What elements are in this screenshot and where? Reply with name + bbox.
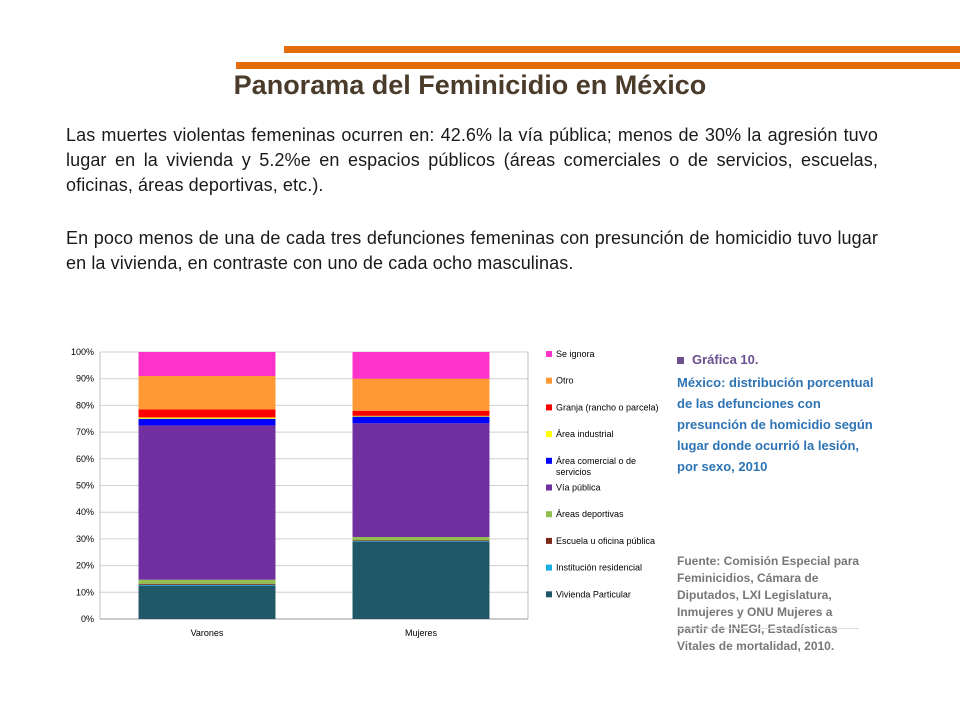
legend-swatch (546, 431, 552, 438)
bar-segment (138, 352, 276, 377)
legend-label: Otro (556, 376, 574, 386)
chart-bars (138, 352, 490, 619)
paragraph-violent-deaths: Las muertes violentas femeninas ocurren … (66, 125, 878, 195)
bar-segment (352, 416, 490, 424)
stacked-bar-chart: 0% 10% 20% 30% 40% 50% 60% 70% 80% 90% 100% Varone… (71, 347, 659, 638)
legend-swatch (546, 591, 552, 598)
y-tick-label: 80% (76, 400, 94, 410)
bar-segment (352, 352, 490, 379)
legend-label: Áreas deportivas (556, 509, 624, 519)
accent-line-top (284, 46, 960, 53)
bar-segment (352, 541, 490, 542)
legend-swatch (546, 484, 552, 491)
legend-label: Área industrial (556, 429, 614, 439)
page-title: Panorama del Feminicidio en México (233, 70, 707, 100)
legend-swatch (546, 564, 552, 571)
legend-swatch (546, 351, 552, 357)
legend-swatch (546, 404, 552, 411)
bar-segment (352, 423, 490, 538)
y-tick-label: 90% (76, 374, 94, 384)
y-tick-label: 70% (76, 427, 94, 437)
legend-label: Granja (rancho o parcela) (556, 402, 659, 412)
bar-segment (352, 378, 490, 411)
bar-segment (138, 583, 276, 585)
graphic-description: México: distribución porcentual de las d… (677, 375, 874, 474)
graphic-marker-icon (677, 357, 684, 365)
legend-label: Vivienda Particular (556, 589, 631, 599)
legend-label: Escuela u oficina pública (556, 536, 655, 546)
y-tick-label: 100% (71, 347, 94, 357)
y-tick-label: 20% (76, 561, 94, 571)
y-axis: 0% 10% 20% 30% 40% 50% 60% 70% 80% 90% 100% (71, 347, 94, 624)
x-category-label: Varones (191, 628, 224, 638)
y-tick-label: 0% (81, 614, 94, 624)
y-tick-label: 10% (76, 587, 94, 597)
bar-segment (138, 417, 276, 419)
y-tick-label: 60% (76, 454, 94, 464)
bar-segment (352, 537, 490, 541)
bar-segment (138, 409, 276, 418)
x-axis: Varones Mujeres (191, 628, 438, 638)
accent-line-bottom (236, 62, 960, 69)
bar-segment (352, 415, 490, 417)
bar-segment (138, 579, 276, 584)
bar-segment (138, 418, 276, 426)
source-note: Fuente: Comisión Especial para Feminicid… (677, 554, 860, 653)
y-tick-label: 30% (76, 534, 94, 544)
source-divider (677, 628, 859, 629)
legend-swatch (546, 511, 552, 518)
legend-label: Institución residencial (556, 563, 642, 573)
bar-segment (138, 584, 276, 586)
bar-segment (138, 376, 276, 410)
y-tick-label: 40% (76, 507, 94, 517)
legend-label: Área comercial o de servicios (556, 456, 636, 477)
bar-segment (352, 410, 490, 416)
paragraph-household-deaths: En poco menos de una de cada tres defunc… (66, 228, 878, 273)
x-category-label: Mujeres (405, 628, 438, 638)
legend-label: Vía pública (556, 483, 601, 493)
legend-swatch (546, 377, 552, 384)
graphic-label-text: Gráfica 10. (692, 352, 759, 367)
y-tick-label: 50% (76, 481, 94, 491)
graphic-label: Gráfica 10. (677, 352, 759, 367)
chart-legend: Se ignora Otro Granja (rancho o parcela) Ár… (546, 349, 659, 599)
legend-swatch (546, 537, 552, 544)
bar-segment (352, 541, 490, 619)
legend-swatch (546, 457, 552, 464)
bar-segment (138, 585, 276, 619)
legend-label: Se ignora (556, 349, 595, 359)
bar-segment (138, 425, 276, 580)
bar-segment (352, 540, 490, 542)
